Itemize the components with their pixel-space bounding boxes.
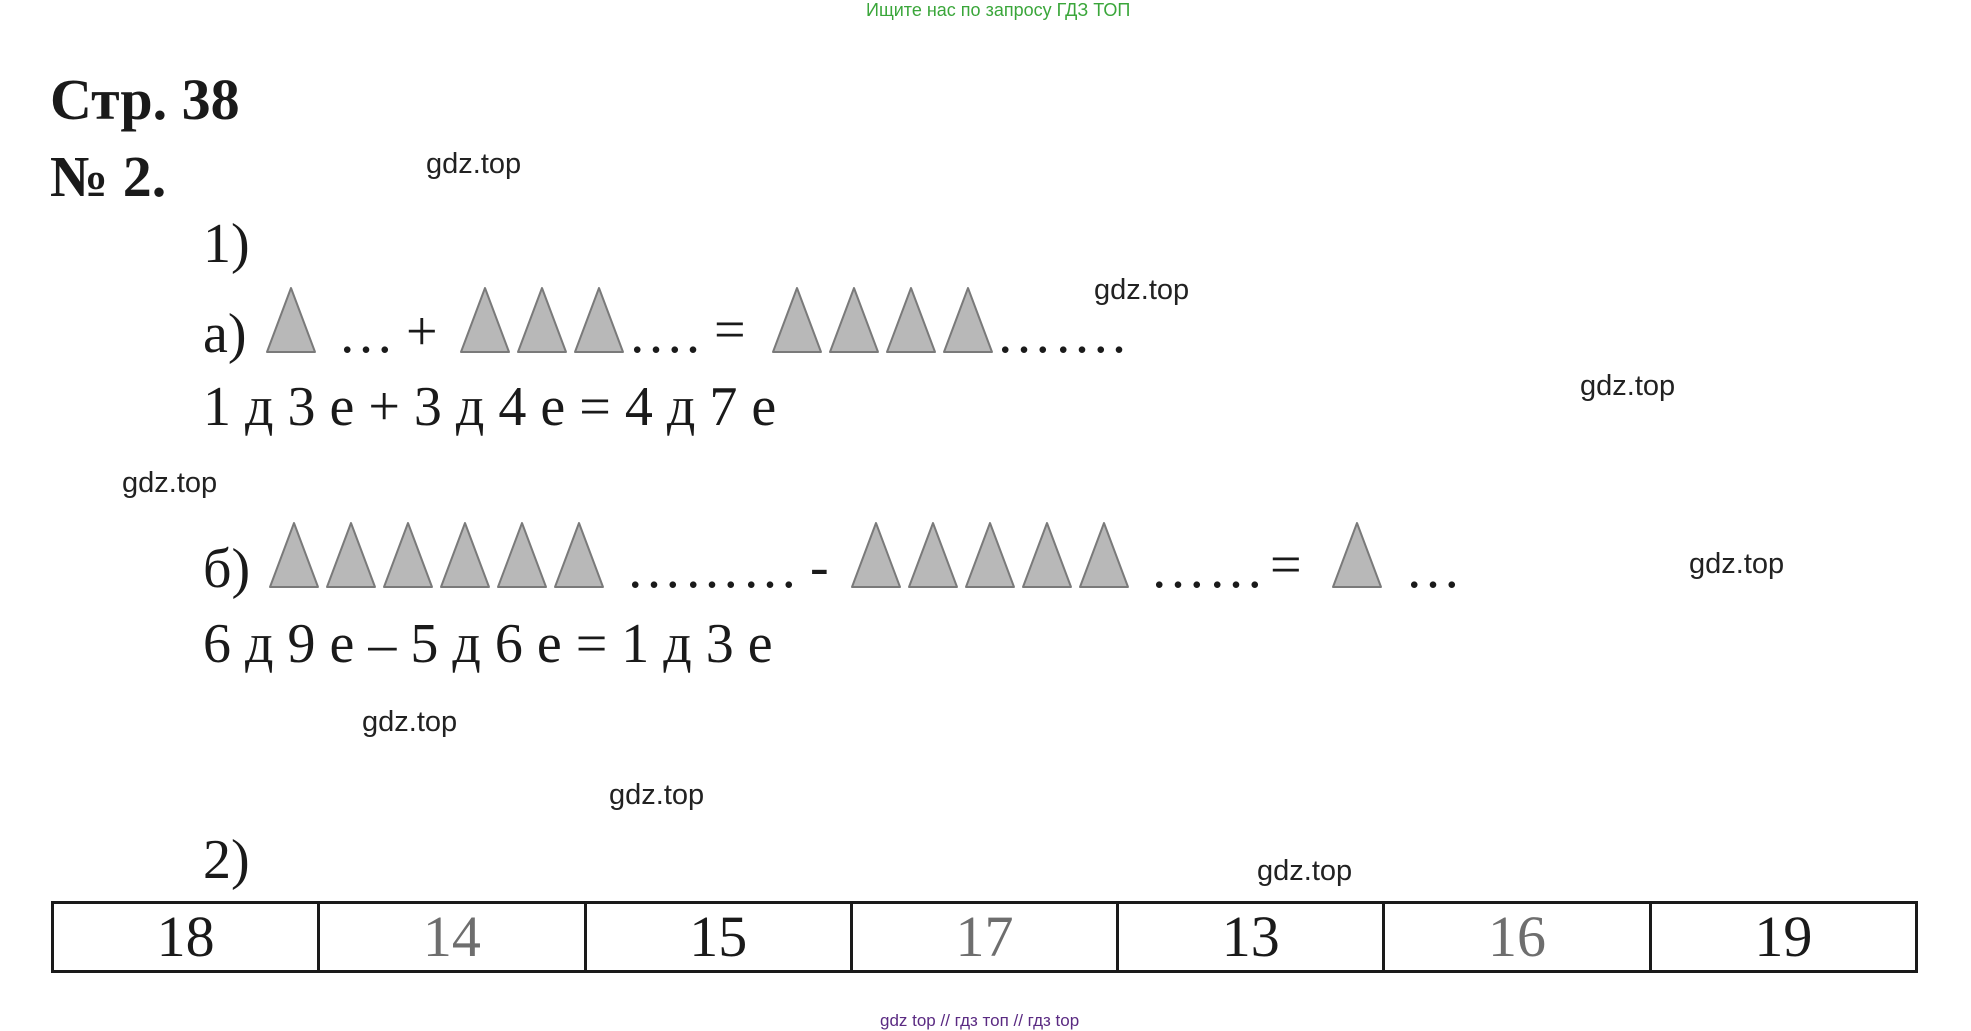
triangle-shape [829, 287, 879, 353]
triangle-icon [383, 522, 433, 588]
triangle-icon [269, 522, 319, 588]
triangle-icon [326, 522, 376, 588]
triangle-shape [517, 287, 567, 353]
part1a-dots-3: ……. [996, 303, 1128, 365]
number-table-row: 18 14 15 17 13 16 19 [50, 901, 1919, 973]
part1a-dots-2: …. [628, 303, 702, 365]
triangle-shape [908, 522, 958, 588]
number-cell: 13 [1116, 901, 1386, 973]
watermark: gdz.top [609, 779, 705, 811]
triangle-shape [574, 287, 624, 353]
triangle-group-b-left [268, 520, 605, 590]
part1b-minus-sign: - [810, 536, 829, 598]
triangle-shape [440, 522, 490, 588]
triangle-icon [460, 287, 510, 353]
page-title: Стр. 38 [50, 67, 240, 132]
triangle-icon [772, 287, 822, 353]
triangle-shape [1022, 522, 1072, 588]
triangle-shape [965, 522, 1015, 588]
part2-label: 2) [203, 829, 250, 891]
part1b-equation: 6 д 9 е – 5 д 6 е = 1 д 3 е [203, 613, 773, 675]
part1b-dots-1: ……… [626, 538, 800, 600]
triangle-shape [383, 522, 433, 588]
triangle-shape [326, 522, 376, 588]
triangle-icon [851, 522, 901, 588]
number-table: 18 14 15 17 13 16 19 [50, 901, 1919, 973]
triangle-icon [908, 522, 958, 588]
number-cell: 18 [50, 901, 321, 973]
triangle-icon [829, 287, 879, 353]
number-cell: 15 [583, 901, 853, 973]
number-cell: 19 [1648, 901, 1919, 973]
triangle-icon [886, 287, 936, 353]
exercise-number: № 2. [50, 144, 167, 209]
triangle-icon [943, 287, 993, 353]
triangle-icon [965, 522, 1015, 588]
watermark: gdz.top [426, 148, 522, 180]
part1a-dots-1: … [338, 303, 396, 365]
watermark: gdz.top [1094, 274, 1190, 306]
footer-links[interactable]: gdz top // гдз топ // гдз top [880, 1011, 1080, 1030]
triangle-shape [497, 522, 547, 588]
watermark: gdz.top [1257, 855, 1353, 887]
part1b-dots-2: …… [1150, 538, 1266, 600]
number-cell: 17 [849, 901, 1120, 973]
triangle-shape [886, 287, 936, 353]
part1a-label: а) [203, 303, 247, 365]
triangle-shape [772, 287, 822, 353]
triangle-group-a-right [771, 285, 994, 355]
watermark: gdz.top [1580, 370, 1676, 402]
number-cell: 14 [317, 901, 587, 973]
top-banner: Ищите нас по запросу ГДЗ ТОП [866, 0, 1131, 20]
triangle-shape [460, 287, 510, 353]
triangle-icon [1079, 522, 1129, 588]
triangle-group-b-right [1331, 520, 1383, 590]
triangle-shape [554, 522, 604, 588]
triangle-group-a-middle [459, 285, 625, 355]
triangle-shape [851, 522, 901, 588]
part1-label: 1) [203, 213, 250, 275]
part1a-equals-sign: = [714, 299, 746, 361]
triangle-shape [266, 287, 316, 353]
triangle-shape [269, 522, 319, 588]
triangle-icon [554, 522, 604, 588]
triangle-icon [574, 287, 624, 353]
part1b-equals-sign: = [1270, 534, 1302, 596]
part1a-plus-sign: + [406, 301, 438, 363]
triangle-icon [266, 287, 316, 353]
part1b-label: б) [203, 538, 251, 600]
triangle-icon [497, 522, 547, 588]
triangle-shape [1332, 522, 1382, 588]
watermark: gdz.top [1689, 548, 1785, 580]
triangle-icon [1332, 522, 1382, 588]
number-cell: 16 [1382, 901, 1652, 973]
triangle-group-b-middle [850, 520, 1130, 590]
part1a-equation: 1 д 3 е + 3 д 4 е = 4 д 7 е [203, 376, 777, 438]
triangle-icon [517, 287, 567, 353]
watermark: gdz.top [122, 467, 218, 499]
triangle-icon [1022, 522, 1072, 588]
triangle-shape [943, 287, 993, 353]
triangle-group-a-left [265, 285, 317, 355]
part1b-dots-3: … [1405, 538, 1463, 600]
triangle-icon [440, 522, 490, 588]
watermark: gdz.top [362, 706, 458, 738]
triangle-shape [1079, 522, 1129, 588]
